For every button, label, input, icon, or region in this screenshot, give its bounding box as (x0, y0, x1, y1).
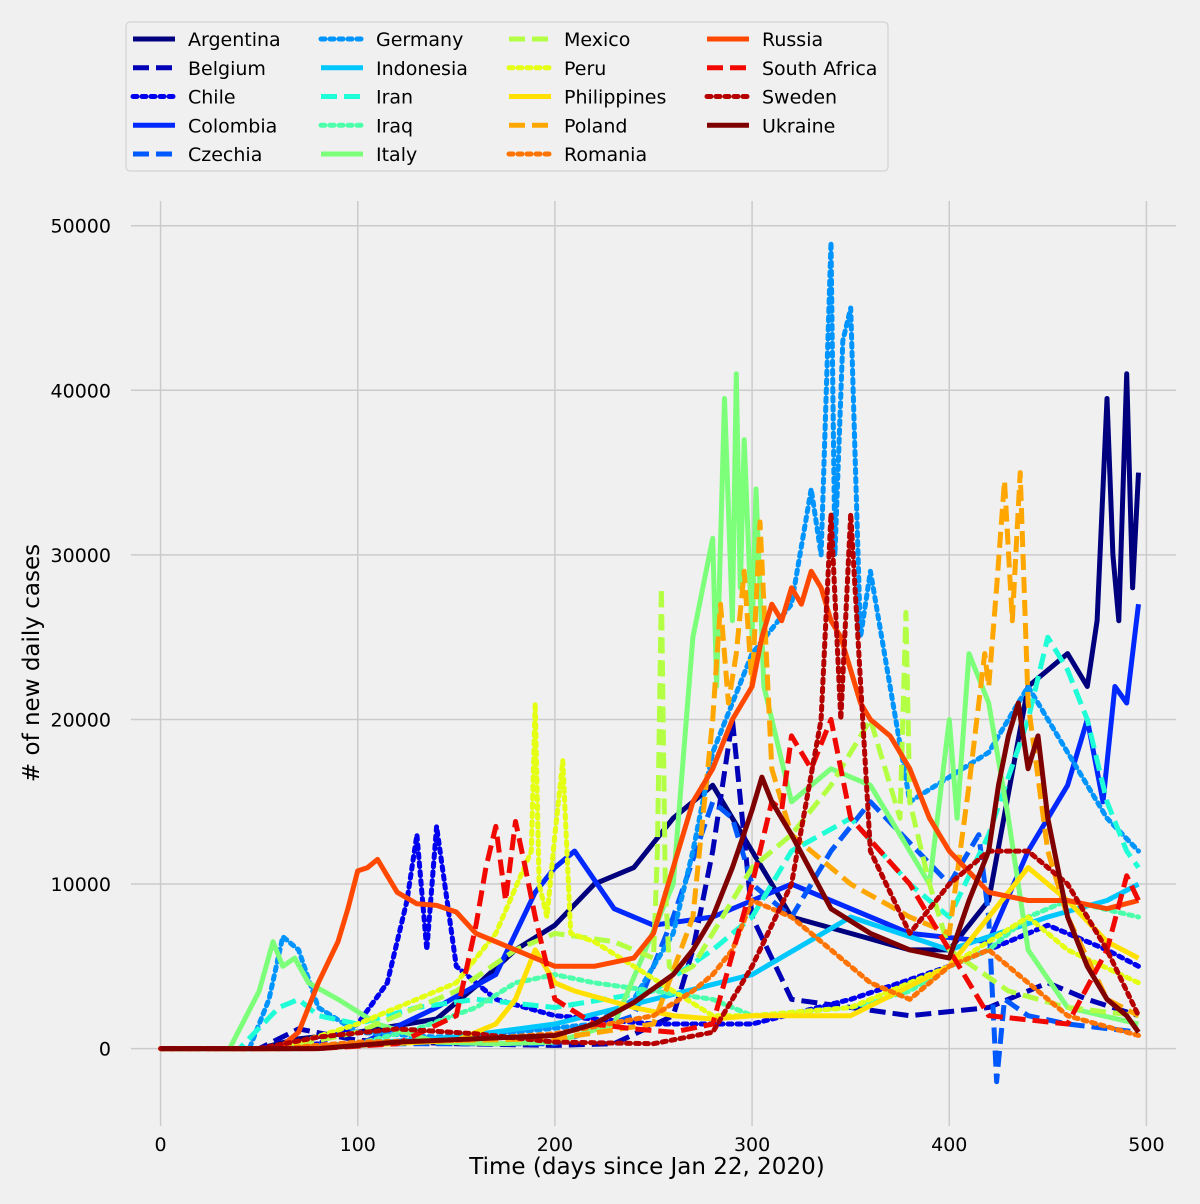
legend-label: Italy (376, 144, 417, 166)
y-tick-label: 0 (99, 1039, 111, 1061)
x-tick-label: 300 (734, 1134, 770, 1156)
y-tick-label: 20000 (51, 709, 111, 731)
legend-label: Belgium (188, 58, 266, 80)
grid (131, 201, 1176, 1126)
y-tick-label: 10000 (51, 874, 111, 896)
legend-label: Czechia (188, 144, 262, 166)
tick-labels: 0 100 200 300 400 500 0 10000 20000 30000 40000 500… (51, 216, 1165, 1156)
x-tick-label: 400 (931, 1134, 967, 1156)
x-tick-label: 0 (155, 1134, 167, 1156)
series-lines (158, 239, 1141, 1085)
legend-label: Philippines (564, 87, 666, 109)
series-line-south-africa (160, 717, 1141, 1052)
legend: Argentina Belgium Chile Colombia Czechia Germ… (125, 21, 889, 172)
legend-label: Ukraine (762, 115, 835, 137)
series-line-russia (160, 568, 1140, 1052)
legend-label: Sweden (762, 87, 837, 109)
series-line-germany (158, 239, 1141, 1052)
y-tick-label: 50000 (51, 216, 111, 238)
legend-label: Argentina (188, 29, 281, 51)
legend-label: Germany (376, 29, 463, 51)
legend-label: Russia (762, 29, 823, 51)
legend-label: Poland (564, 115, 627, 137)
y-axis-title: # of new daily cases (19, 544, 45, 782)
legend-label: Iran (376, 87, 413, 109)
legend-label: Romania (564, 144, 647, 166)
y-tick-label: 30000 (51, 545, 111, 567)
x-tick-label: 200 (537, 1134, 573, 1156)
legend-box (125, 21, 889, 172)
series-line-ukraine (160, 700, 1141, 1052)
legend-label: Iraq (376, 115, 413, 137)
series-line-sweden (158, 511, 1141, 1052)
series-line-iran (160, 634, 1141, 1052)
series-line-belgium (160, 717, 1140, 1052)
series-line-czechia (160, 799, 1139, 1085)
x-axis-title: Time (days since Jan 22, 2020) (468, 1154, 824, 1180)
legend-label: South Africa (762, 58, 877, 80)
legend-label: Indonesia (376, 58, 468, 80)
y-tick-label: 40000 (51, 380, 111, 402)
legend-label: Mexico (564, 29, 630, 51)
series-line-mexico (160, 585, 1139, 1052)
legend-label: Colombia (188, 115, 277, 137)
legend-label: Chile (188, 87, 236, 109)
x-tick-label: 500 (1128, 1134, 1164, 1156)
series-line-peru (158, 700, 1141, 1052)
x-tick-label: 100 (340, 1134, 376, 1156)
legend-label: Peru (564, 58, 606, 80)
